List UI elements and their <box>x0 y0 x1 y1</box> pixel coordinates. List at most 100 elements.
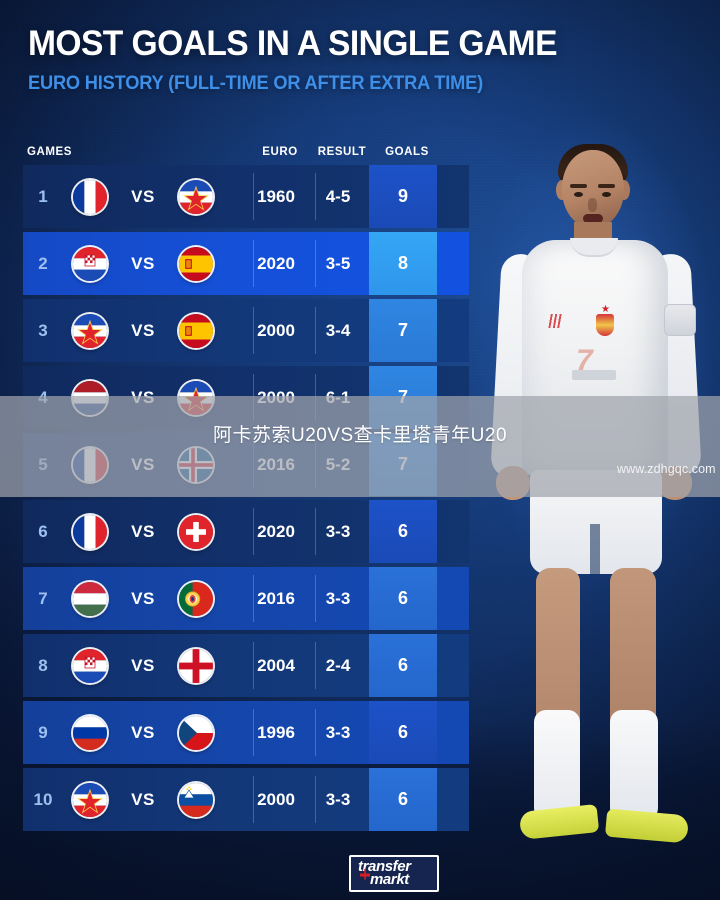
player-sock-left <box>534 710 580 820</box>
row-result: 4-5 <box>325 186 351 206</box>
table-row[interactable]: 8 VS 2004 2-4 6 <box>23 634 469 697</box>
table-row[interactable]: 3 VS 2000 3-4 7 <box>23 299 469 362</box>
table-row[interactable]: 9 VS 1996 3-3 6 <box>23 701 469 764</box>
column-separator <box>253 575 254 622</box>
column-header-goals: GOALS <box>385 146 429 158</box>
row-result: 3-3 <box>325 722 351 742</box>
logo-mark-icon <box>360 869 370 888</box>
row-goals: 6 <box>369 567 437 630</box>
row-goals: 9 <box>369 165 437 228</box>
watermark-text: 阿卡苏索U20VS查卡里塔青年U20 <box>212 425 508 446</box>
header-block: MOST GOALS IN A SINGLE GAME EURO HISTORY… <box>28 24 557 95</box>
player-brow-left <box>570 184 587 188</box>
logo-line-2: markt <box>370 871 409 888</box>
row-euro-year: 1996 <box>257 722 295 742</box>
row-result: 3-4 <box>325 320 351 340</box>
row-goals: 7 <box>369 299 437 362</box>
row-euro-year: 2016 <box>257 588 295 608</box>
player-eye-left <box>574 192 583 197</box>
row-result: 3-3 <box>325 789 351 809</box>
flag-team-a-croatia-icon <box>63 648 117 683</box>
table-header-row: GAMES EURO RESULT GOALS <box>23 139 469 165</box>
jersey-sponsor <box>572 370 616 380</box>
flag-team-b-spain-icon <box>169 313 223 348</box>
row-euro-year: 2004 <box>257 655 295 675</box>
vs-label: VS <box>131 789 155 809</box>
vs-label: VS <box>131 320 155 340</box>
flag-team-b-spain-icon <box>169 246 223 281</box>
column-separator <box>253 173 254 220</box>
row-rank: 9 <box>38 722 48 742</box>
row-euro-year: 2020 <box>257 253 295 273</box>
column-separator <box>315 173 316 220</box>
player-eye-right <box>602 192 611 197</box>
flag-team-b-portugal-icon <box>169 581 223 616</box>
flag-team-a-hungary-icon <box>63 581 117 616</box>
vs-label: VS <box>131 521 155 541</box>
row-result: 3-3 <box>325 521 351 541</box>
player-shirt-number: 7 <box>576 344 593 377</box>
row-rank: 1 <box>38 186 48 206</box>
column-separator <box>253 307 254 354</box>
column-header-games: GAMES <box>27 146 72 158</box>
watermark-url: www.zdhgqc.com <box>617 462 716 476</box>
row-euro-year: 1960 <box>257 186 295 206</box>
jersey-sleeve-patch <box>664 304 696 336</box>
row-goals: 6 <box>369 500 437 563</box>
row-goals: 8 <box>369 232 437 295</box>
column-separator <box>253 776 254 823</box>
column-header-euro: EURO <box>262 146 298 158</box>
flag-team-a-france-icon <box>63 179 117 214</box>
player-sock-right <box>610 710 658 820</box>
table-row[interactable]: 7 VS 2016 3-3 6 <box>23 567 469 630</box>
flag-team-b-switzerland-icon <box>169 514 223 549</box>
player-mouth <box>583 214 603 223</box>
row-result: 3-5 <box>325 253 351 273</box>
row-euro-year: 2000 <box>257 789 295 809</box>
table-row[interactable]: 1 VS 1960 4-5 9 <box>23 165 469 228</box>
player-shorts-gap <box>590 524 600 574</box>
flag-team-a-yugoslavia-icon <box>63 313 117 348</box>
flag-team-b-england-icon <box>169 648 223 683</box>
vs-label: VS <box>131 186 155 206</box>
table-row[interactable]: 10 VS 2000 3-3 6 <box>23 768 469 831</box>
jersey-star-icon: ★ <box>601 304 610 315</box>
row-rank: 7 <box>38 588 48 608</box>
row-euro-year: 2020 <box>257 521 295 541</box>
row-goals: 6 <box>369 634 437 697</box>
column-separator <box>315 575 316 622</box>
column-separator <box>315 642 316 689</box>
jersey-crest-icon <box>596 314 614 336</box>
flag-team-b-slovenia-icon <box>169 782 223 817</box>
column-separator <box>253 709 254 756</box>
table-row[interactable]: 6 VS 2020 3-3 6 <box>23 500 469 563</box>
row-result: 2-4 <box>325 655 351 675</box>
page-title: MOST GOALS IN A SINGLE GAME <box>28 24 557 63</box>
row-result: 3-3 <box>325 588 351 608</box>
flag-team-a-yugoslavia-icon <box>63 782 117 817</box>
player-brow-right <box>598 184 615 188</box>
player-nose <box>588 198 597 212</box>
column-separator <box>315 307 316 354</box>
column-separator <box>315 508 316 555</box>
watermark-overlay-bar <box>0 396 720 497</box>
row-rank: 10 <box>33 789 53 809</box>
vs-label: VS <box>131 253 155 273</box>
vs-label: VS <box>131 655 155 675</box>
column-separator <box>253 240 254 287</box>
column-separator <box>315 776 316 823</box>
vs-label: VS <box>131 722 155 742</box>
column-separator <box>315 240 316 287</box>
vs-label: VS <box>131 588 155 608</box>
player-collar <box>570 238 618 257</box>
flag-team-a-france-icon <box>63 514 117 549</box>
jersey-brand-icon <box>544 314 566 328</box>
column-separator <box>253 642 254 689</box>
table-row[interactable]: 2 VS 2020 3-5 8 <box>23 232 469 295</box>
row-rank: 2 <box>38 253 48 273</box>
column-separator <box>253 508 254 555</box>
flag-team-b-czech republic-icon <box>169 715 223 750</box>
column-separator <box>315 709 316 756</box>
table-body: 1VS19604-592VS20203-583VS20003-474VS2000… <box>23 165 469 831</box>
